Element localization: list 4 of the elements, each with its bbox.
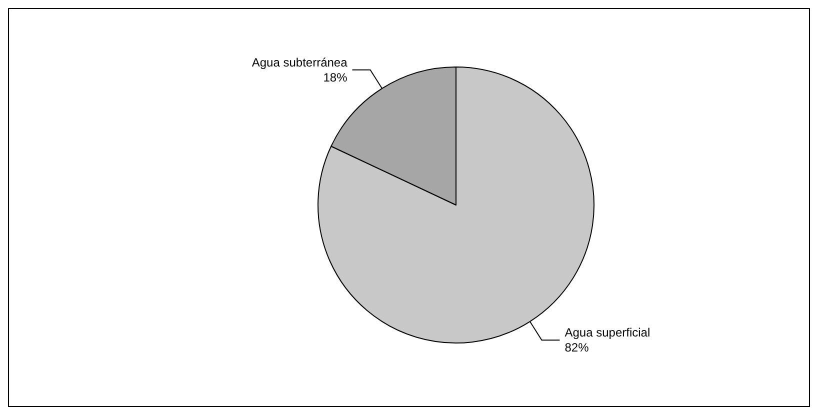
data-label: 18% — [323, 70, 348, 84]
slice-label: Agua superficial — [564, 326, 650, 340]
data-label: 82% — [564, 340, 590, 355]
slice-label: Agua subterránea — [252, 55, 348, 70]
